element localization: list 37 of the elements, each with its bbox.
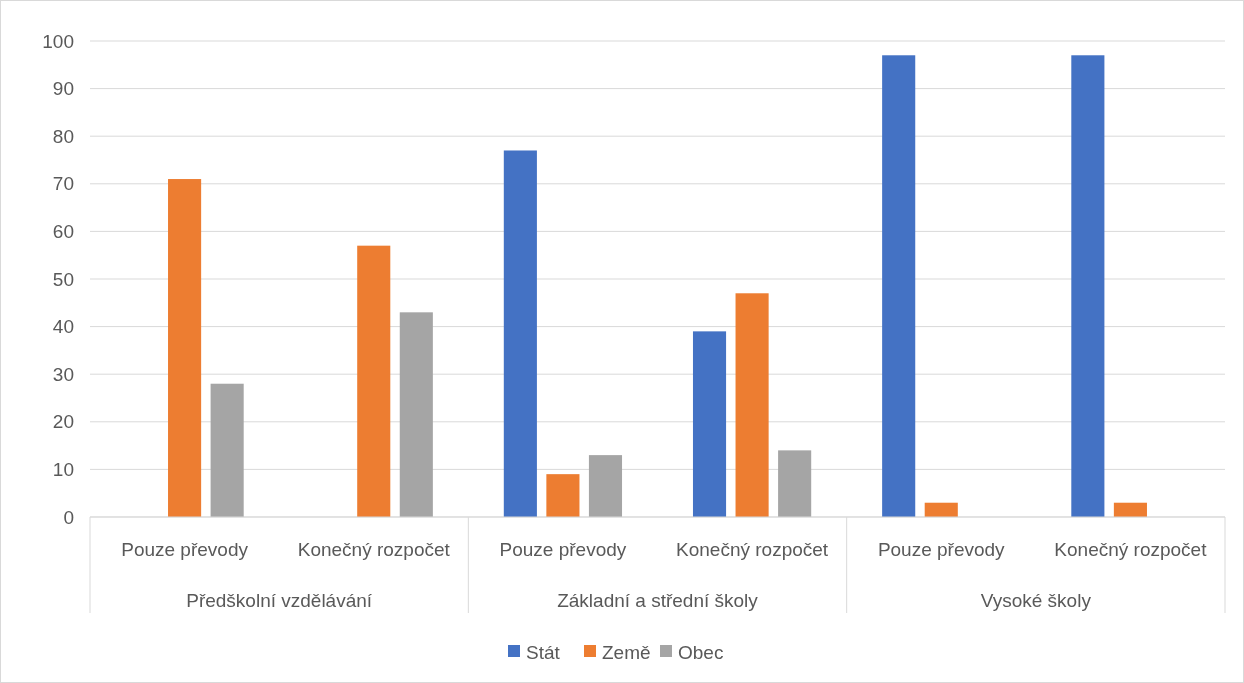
bar xyxy=(588,455,623,517)
bar xyxy=(692,331,727,517)
bar xyxy=(778,450,812,517)
y-tick-label: 60 xyxy=(52,221,74,243)
bar xyxy=(503,150,537,517)
y-tick-label: 20 xyxy=(52,411,74,433)
x-tick-label: Konečný rozpočet xyxy=(1054,539,1208,560)
bar xyxy=(924,502,958,517)
bar xyxy=(357,245,391,517)
text: Základní a střední školy xyxy=(557,590,759,611)
y-tick-label: 80 xyxy=(52,125,74,147)
text: Předškolní vzdělávání xyxy=(186,590,373,611)
y-tick-label: 0 xyxy=(63,506,74,528)
y-tick-label: 90 xyxy=(52,78,74,100)
bar xyxy=(882,55,916,517)
bar xyxy=(210,383,244,517)
y-tick-label: 70 xyxy=(52,173,74,195)
y-tick-label: 30 xyxy=(52,363,74,385)
y-tick-label: 100 xyxy=(42,30,74,52)
bar xyxy=(399,312,433,517)
y-tick-label: 40 xyxy=(52,316,74,338)
x-tick-label: Pouze převody xyxy=(877,539,1006,560)
bar xyxy=(546,474,580,517)
x-tick-label: Konečný rozpočet xyxy=(676,539,829,560)
x-tick-label: Pouze převody xyxy=(121,539,249,560)
x-tick-label: Konečný rozpočet xyxy=(297,539,451,560)
bar xyxy=(168,179,202,517)
y-tick-label: 10 xyxy=(52,459,74,481)
bar xyxy=(1071,55,1105,517)
legend-label: Stát xyxy=(526,641,561,663)
x-tick-label: Pouze převody xyxy=(499,539,627,560)
text: Vysoké školy xyxy=(980,590,1092,611)
bar xyxy=(735,293,769,517)
y-tick-label: 50 xyxy=(52,268,74,290)
legend-label: Obec xyxy=(678,641,724,663)
legend-label: Země xyxy=(602,641,651,663)
bar xyxy=(1113,502,1147,517)
